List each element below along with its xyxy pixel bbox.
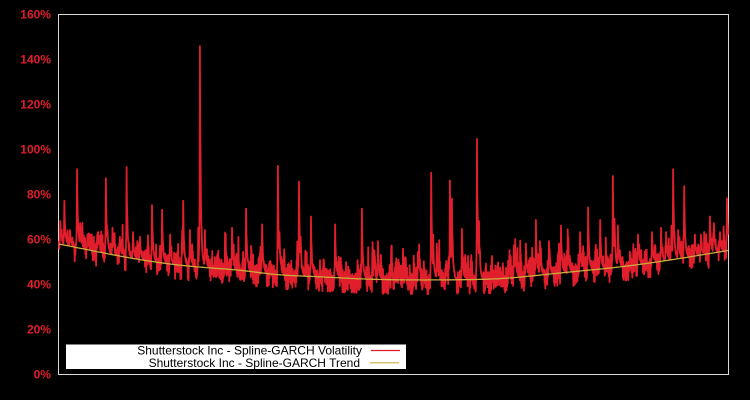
- svg-text:40%: 40%: [27, 278, 51, 292]
- svg-text:120%: 120%: [20, 98, 51, 112]
- svg-text:160%: 160%: [20, 8, 51, 22]
- svg-text:20%: 20%: [27, 323, 51, 337]
- svg-text:0%: 0%: [34, 368, 52, 382]
- svg-text:Shutterstock Inc - Spline-GARC: Shutterstock Inc - Spline-GARCH Trend: [149, 356, 360, 370]
- svg-text:Shutterstock Inc - Spline-GARC: Shutterstock Inc - Spline-GARCH Volatili…: [137, 344, 362, 358]
- svg-text:60%: 60%: [27, 233, 51, 247]
- svg-text:100%: 100%: [20, 143, 51, 157]
- svg-text:140%: 140%: [20, 53, 51, 67]
- svg-text:80%: 80%: [27, 188, 51, 202]
